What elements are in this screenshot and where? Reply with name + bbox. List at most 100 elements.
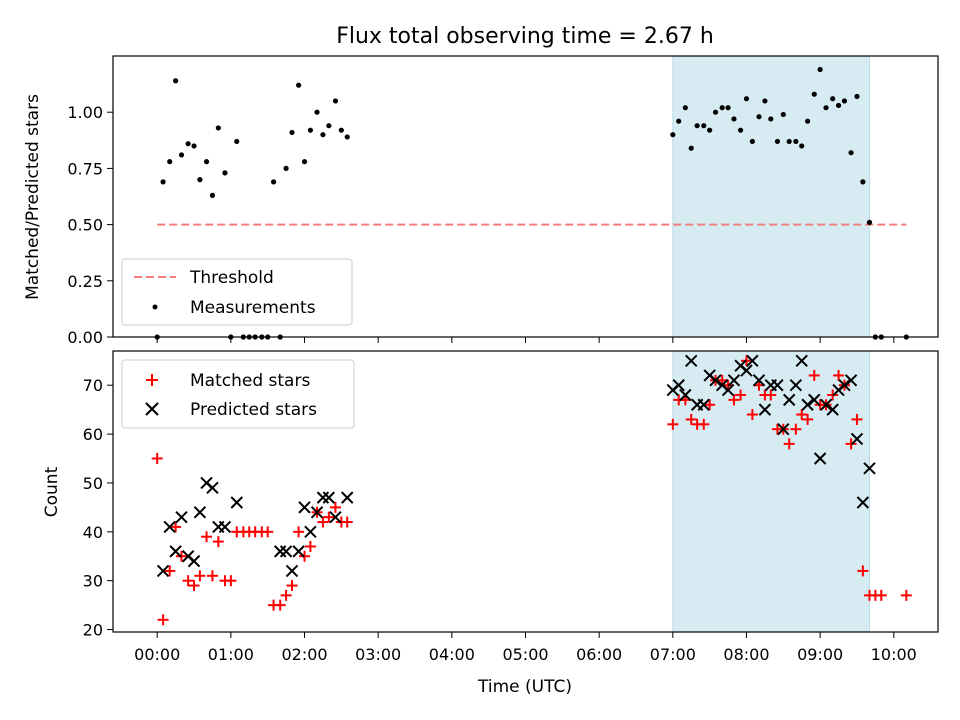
matched-star-point: [170, 521, 182, 533]
matched-star-point: [704, 399, 716, 411]
predicted-star-point: [156, 564, 170, 578]
bot-y-tick-label: 60: [83, 425, 103, 444]
predicted-star-point: [329, 510, 342, 524]
measurement-point: [848, 150, 854, 156]
predicted-star-point: [697, 398, 710, 411]
matched-star-point: [212, 536, 224, 548]
predicted-star-point: [782, 393, 796, 407]
legend-matched-swatch: [146, 374, 158, 386]
matched-star-point: [280, 589, 292, 601]
x-tick-label: 07:00: [650, 645, 696, 664]
matched-star-point: [833, 369, 845, 381]
measurement-point: [737, 127, 744, 133]
matched-star-point: [900, 589, 912, 601]
predicted-star-point: [685, 354, 698, 367]
measurement-point: [338, 127, 344, 133]
legend-measurements-swatch: [152, 304, 158, 310]
x-tick-label: 06:00: [576, 645, 622, 664]
measurement-point: [830, 96, 836, 102]
measurement-point: [215, 125, 221, 131]
x-tick-label: 01:00: [208, 645, 254, 664]
predicted-star-point: [758, 403, 772, 416]
x-tick-label: 00:00: [134, 645, 180, 664]
matched-star-point: [194, 570, 206, 582]
predicted-star-point: [341, 491, 354, 504]
matched-star-point: [323, 511, 335, 523]
predicted-star-point: [850, 432, 864, 446]
predicted-star-point: [795, 354, 808, 367]
measurement-point: [209, 192, 216, 198]
predicted-star-point: [218, 520, 232, 534]
matched-star-point: [790, 423, 802, 435]
predicted-star-point: [746, 354, 759, 367]
measurement-point: [762, 98, 768, 104]
matched-star-point: [765, 389, 777, 401]
top-y-tick-label: 0.00: [67, 328, 103, 347]
top-y-tick-label: 0.50: [67, 216, 103, 235]
measurement-point: [185, 141, 191, 147]
matched-star-point: [685, 413, 697, 425]
measurement-point: [786, 138, 792, 145]
predicted-star-point: [274, 545, 287, 558]
measurement-point: [768, 116, 774, 122]
bot-y-tick-label: 20: [83, 621, 103, 640]
predicted-star-point: [789, 379, 803, 392]
matched-star-point: [304, 540, 316, 552]
measurement-point: [173, 78, 179, 84]
predicted-star-point: [285, 564, 299, 578]
measurement-point: [160, 179, 166, 185]
predicted-star-point: [813, 452, 827, 465]
matched-star-point: [286, 580, 298, 592]
matched-star-point: [206, 570, 218, 582]
predicted-star-point: [169, 545, 182, 558]
predicted-star-point: [310, 506, 324, 519]
predicted-star-point: [304, 525, 317, 539]
chart-title: Flux total observing time = 2.67 h: [336, 24, 714, 49]
x-tick-label: 05:00: [502, 645, 548, 664]
measurement-point: [835, 102, 842, 109]
predicted-star-point: [187, 554, 201, 568]
measurement-point: [701, 123, 707, 129]
matched-star-point: [157, 614, 169, 626]
predicted-star-point: [808, 393, 821, 407]
matched-star-point: [188, 580, 200, 592]
top-panel: 0.00 0.25 0.50 0.75 1.00 Matched/Predicted s…: [23, 55, 939, 347]
measurement-point: [756, 114, 762, 120]
predicted-star-point: [771, 379, 784, 392]
measurement-point: [234, 138, 240, 145]
measurement-point: [707, 127, 713, 133]
predicted-star-point: [721, 383, 735, 397]
measurement-point: [725, 105, 731, 111]
x-tick-label: 03:00: [355, 645, 401, 664]
matched-star-point: [783, 438, 795, 450]
measurement-point: [344, 134, 350, 140]
top-legend-box: [121, 258, 353, 326]
measurement-point: [774, 138, 781, 145]
measurement-point: [780, 111, 786, 118]
matched-star-point: [164, 565, 176, 577]
predicted-star-point: [709, 374, 722, 387]
measurement-point: [203, 159, 210, 165]
x-tick-label: 10:00: [871, 645, 917, 664]
measurement-point: [682, 105, 688, 111]
matched-star-point: [802, 413, 814, 425]
matched-star-point: [875, 589, 887, 601]
predicted-star-point: [679, 388, 692, 402]
measurement-point: [694, 123, 700, 129]
bot-y-tick-label: 50: [83, 474, 103, 493]
top-observing-window: [672, 55, 870, 338]
matched-star-point: [746, 409, 758, 421]
x-tick-label: 02:00: [281, 645, 327, 664]
predicted-star-point: [206, 481, 219, 495]
legend-threshold-label: Threshold: [189, 268, 274, 288]
matched-star-point: [808, 369, 820, 381]
bottom-legend-box: [121, 359, 355, 429]
x-axis-label: Time (UTC): [477, 677, 572, 697]
predicted-star-point: [727, 374, 741, 387]
predicted-star-point: [316, 491, 330, 504]
measurement-point: [167, 159, 173, 165]
predicted-star-point: [175, 510, 188, 524]
measurement-point: [270, 179, 277, 185]
matched-star-point: [262, 526, 274, 538]
measurement-point: [676, 118, 682, 124]
